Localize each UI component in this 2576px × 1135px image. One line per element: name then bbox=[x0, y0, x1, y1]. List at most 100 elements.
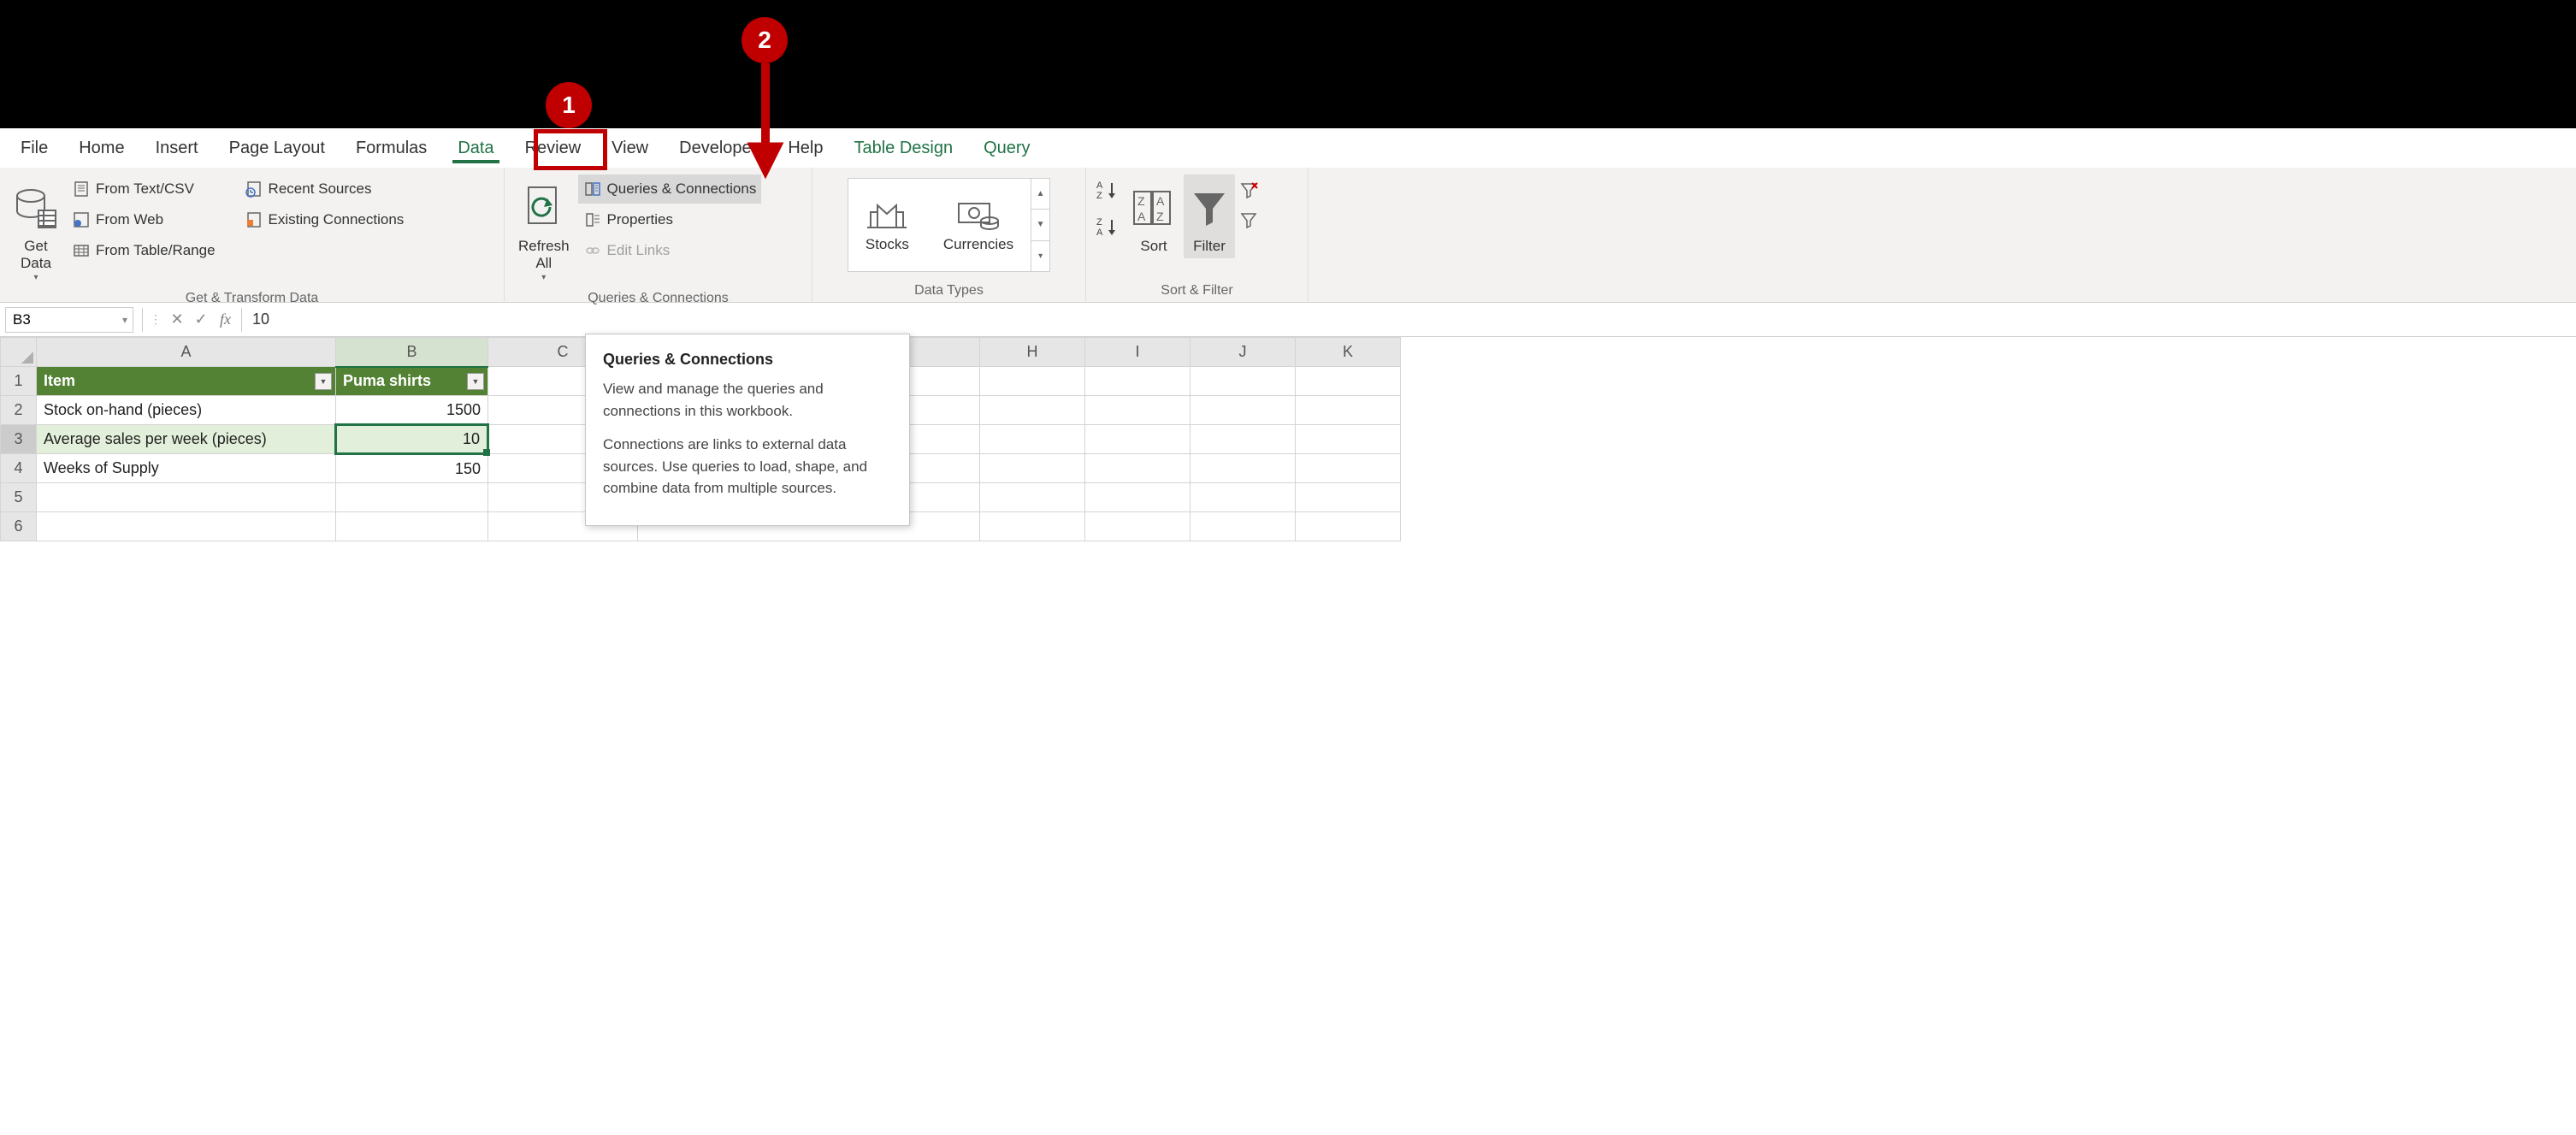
cell-a5[interactable] bbox=[37, 483, 336, 512]
tab-file[interactable]: File bbox=[7, 132, 62, 165]
row-header-5[interactable]: 5 bbox=[1, 483, 37, 512]
cell-k6[interactable] bbox=[1296, 512, 1401, 541]
filter-dropdown-b[interactable]: ▼ bbox=[467, 373, 484, 390]
cell-b3[interactable]: 10 bbox=[336, 425, 488, 454]
tab-query[interactable]: Query bbox=[970, 132, 1043, 165]
name-box[interactable]: B3 bbox=[5, 307, 133, 333]
cell-i1[interactable] bbox=[1085, 367, 1191, 396]
row-header-1[interactable]: 1 bbox=[1, 367, 37, 396]
gallery-up-button[interactable]: ▲ bbox=[1031, 179, 1049, 210]
callout-badge-1: 1 bbox=[546, 82, 592, 128]
cell-a6[interactable] bbox=[37, 512, 336, 541]
refresh-all-icon bbox=[523, 178, 564, 238]
cell-h6[interactable] bbox=[980, 512, 1085, 541]
cell-j1[interactable] bbox=[1191, 367, 1296, 396]
cell-j3[interactable] bbox=[1191, 425, 1296, 454]
recent-sources-button[interactable]: Recent Sources bbox=[239, 174, 410, 204]
currencies-data-type[interactable]: Currencies bbox=[926, 179, 1031, 271]
from-text-csv-button[interactable]: From Text/CSV bbox=[67, 174, 221, 204]
sort-button[interactable]: ZAAZ Sort bbox=[1126, 174, 1182, 258]
cell-j5[interactable] bbox=[1191, 483, 1296, 512]
cell-b1[interactable]: Puma shirts▼ bbox=[336, 367, 488, 396]
cell-i2[interactable] bbox=[1085, 396, 1191, 425]
get-data-button[interactable]: Get Data ▾ bbox=[7, 174, 65, 286]
cell-b4[interactable]: 150 bbox=[336, 454, 488, 483]
from-web-button[interactable]: From Web bbox=[67, 205, 221, 234]
column-header-j[interactable]: J bbox=[1191, 338, 1296, 367]
cell-i4[interactable] bbox=[1085, 454, 1191, 483]
cell-a1-text: Item bbox=[44, 372, 75, 389]
svg-text:A: A bbox=[1137, 210, 1146, 223]
cell-i5[interactable] bbox=[1085, 483, 1191, 512]
sort-za-button[interactable]: ZA bbox=[1096, 216, 1120, 241]
row-header-2[interactable]: 2 bbox=[1, 396, 37, 425]
formula-input[interactable] bbox=[245, 310, 2576, 328]
column-header-h[interactable]: H bbox=[980, 338, 1085, 367]
fx-icon[interactable]: fx bbox=[213, 310, 238, 328]
column-header-k[interactable]: K bbox=[1296, 338, 1401, 367]
cell-j2[interactable] bbox=[1191, 396, 1296, 425]
cell-h4[interactable] bbox=[980, 454, 1085, 483]
cell-a2[interactable]: Stock on-hand (pieces) bbox=[37, 396, 336, 425]
tooltip-paragraph-1: View and manage the queries and connecti… bbox=[603, 378, 892, 422]
cell-k3[interactable] bbox=[1296, 425, 1401, 454]
tab-home[interactable]: Home bbox=[65, 132, 138, 165]
cell-i3[interactable] bbox=[1085, 425, 1191, 454]
edit-links-button[interactable]: Edit Links bbox=[578, 236, 762, 265]
cell-b6[interactable] bbox=[336, 512, 488, 541]
cell-b5[interactable] bbox=[336, 483, 488, 512]
tab-developer[interactable]: Developer bbox=[665, 132, 771, 165]
select-all-corner[interactable] bbox=[1, 338, 37, 367]
gallery-down-button[interactable]: ▼ bbox=[1031, 210, 1049, 240]
tab-review[interactable]: Review bbox=[511, 132, 595, 165]
tab-formulas[interactable]: Formulas bbox=[342, 132, 440, 165]
from-table-range-button[interactable]: From Table/Range bbox=[67, 236, 221, 265]
column-header-i[interactable]: I bbox=[1085, 338, 1191, 367]
clear-filter-button[interactable] bbox=[1237, 178, 1262, 206]
cell-b2[interactable]: 1500 bbox=[336, 396, 488, 425]
cell-k4[interactable] bbox=[1296, 454, 1401, 483]
tab-insert[interactable]: Insert bbox=[142, 132, 212, 165]
tab-page-layout[interactable]: Page Layout bbox=[216, 132, 339, 165]
cell-h2[interactable] bbox=[980, 396, 1085, 425]
cell-a4[interactable]: Weeks of Supply bbox=[37, 454, 336, 483]
recent-sources-icon bbox=[245, 180, 263, 198]
gallery-more-button[interactable]: ▾ bbox=[1031, 241, 1049, 271]
cell-h5[interactable] bbox=[980, 483, 1085, 512]
svg-text:Z: Z bbox=[1096, 191, 1102, 200]
refresh-all-button[interactable]: Refresh All ▾ bbox=[511, 174, 576, 286]
cell-i6[interactable] bbox=[1085, 512, 1191, 541]
cancel-formula-button[interactable]: ✕ bbox=[165, 308, 189, 332]
tab-table-design[interactable]: Table Design bbox=[840, 132, 966, 165]
queries-connections-icon bbox=[583, 180, 602, 198]
reapply-filter-button[interactable] bbox=[1237, 208, 1262, 236]
refresh-all-label: Refresh All bbox=[518, 238, 570, 273]
cell-h1[interactable] bbox=[980, 367, 1085, 396]
filter-button[interactable]: Filter bbox=[1184, 174, 1235, 258]
row-header-3[interactable]: 3 bbox=[1, 425, 37, 454]
cell-a1[interactable]: Item ▼ bbox=[37, 367, 336, 396]
queries-connections-button[interactable]: Queries & Connections bbox=[578, 174, 762, 204]
cell-h3[interactable] bbox=[980, 425, 1085, 454]
row-header-4[interactable]: 4 bbox=[1, 454, 37, 483]
enter-formula-button[interactable]: ✓ bbox=[189, 308, 213, 332]
cell-k5[interactable] bbox=[1296, 483, 1401, 512]
sort-az-button[interactable]: AZ bbox=[1096, 180, 1120, 204]
column-header-b[interactable]: B bbox=[336, 338, 488, 367]
tab-help[interactable]: Help bbox=[774, 132, 836, 165]
filter-dropdown-a[interactable]: ▼ bbox=[315, 373, 332, 390]
cell-k1[interactable] bbox=[1296, 367, 1401, 396]
existing-connections-button[interactable]: Existing Connections bbox=[239, 205, 410, 234]
row-header-6[interactable]: 6 bbox=[1, 512, 37, 541]
cell-k2[interactable] bbox=[1296, 396, 1401, 425]
cell-a3[interactable]: Average sales per week (pieces) bbox=[37, 425, 336, 454]
column-header-a[interactable]: A bbox=[37, 338, 336, 367]
properties-label: Properties bbox=[607, 211, 673, 228]
formula-bar-expand-icon[interactable]: ⋮ bbox=[146, 312, 165, 327]
stocks-data-type[interactable]: Stocks bbox=[848, 179, 926, 271]
cell-j6[interactable] bbox=[1191, 512, 1296, 541]
cell-j4[interactable] bbox=[1191, 454, 1296, 483]
tab-data[interactable]: Data bbox=[444, 132, 507, 165]
properties-button[interactable]: Properties bbox=[578, 205, 762, 234]
tab-view[interactable]: View bbox=[598, 132, 662, 165]
